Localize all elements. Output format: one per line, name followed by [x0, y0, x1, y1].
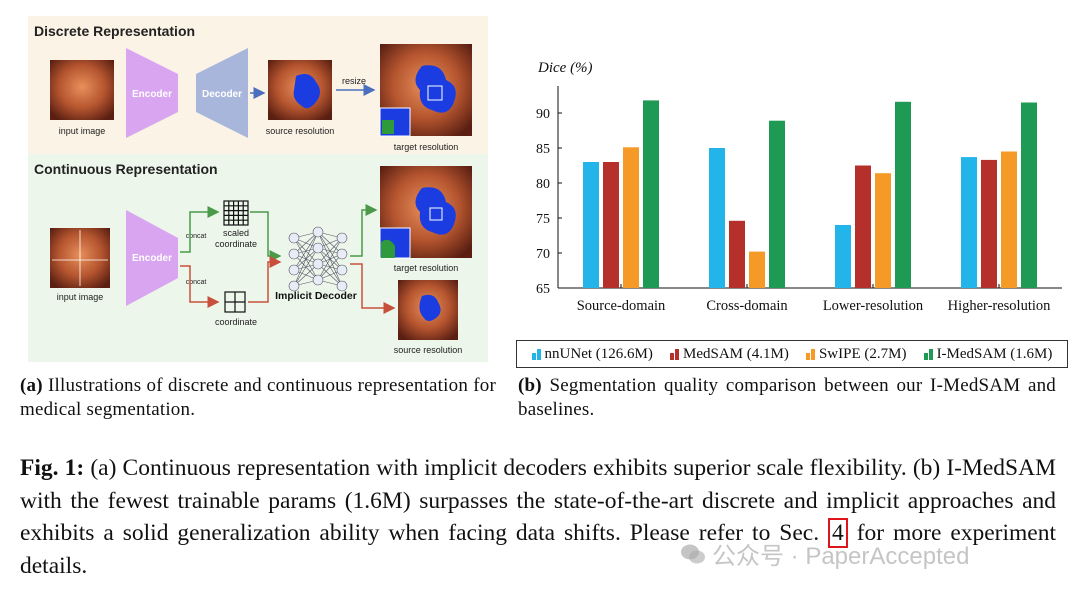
bar-i-medsam — [895, 101, 911, 288]
source-resolution-label-discrete: source resolution — [266, 126, 335, 136]
caption-a-text: Illustrations of discrete and continuous… — [20, 375, 496, 420]
decoder-label-discrete: Decoder — [202, 89, 242, 100]
concat-label-lower: concat — [186, 279, 207, 286]
figure-label: Fig. 1: — [20, 455, 85, 481]
target-mask-continuous — [415, 187, 456, 235]
legend-item: I-MedSAM (1.6M) — [923, 345, 1053, 363]
caption-b-text: Segmentation quality comparison between … — [518, 375, 1056, 420]
zoom-box-continuous — [429, 207, 443, 221]
source-mask-discrete — [293, 74, 320, 109]
y-tick-label: 80 — [536, 177, 550, 192]
bar-medsam — [603, 162, 619, 288]
bar-swipe — [749, 251, 765, 288]
scaled-coordinate-grid-icon — [223, 200, 249, 226]
wechat-icon — [681, 544, 705, 563]
encoder-label-continuous: Encoder — [132, 253, 172, 264]
legend-label: MedSAM (4.1M) — [682, 345, 789, 362]
target-resolution-label-continuous: target resolution — [394, 263, 459, 273]
bar-nnunet — [583, 162, 599, 288]
target-mask-discrete — [415, 65, 456, 113]
bar-nnunet — [961, 157, 977, 288]
x-tick-label: Lower-resolution — [823, 298, 924, 314]
scaled-coordinate-label: scaled coordinate — [215, 228, 257, 249]
bar-swipe — [1001, 151, 1017, 288]
chart-legend: nnUNet (126.6M) MedSAM (4.1M) SwIPE (2.7M)… — [516, 340, 1068, 368]
continuous-title: Continuous Representation — [34, 161, 218, 177]
implicit-decoder-network — [288, 226, 348, 292]
bar-nnunet — [835, 225, 851, 288]
watermark-text: 公众号 · PaperAccepted — [712, 543, 970, 570]
decoder-block-discrete — [196, 48, 248, 138]
watermark: 公众号 · PaperAccepted — [680, 536, 969, 571]
y-axis-label: Dice (%) — [537, 60, 593, 76]
caption-b-label: (b) — [518, 375, 542, 396]
input-image-label-continuous: input image — [57, 292, 104, 302]
caption-a: (a) Illustrations of discrete and contin… — [20, 374, 496, 422]
bar-swipe — [623, 147, 639, 288]
source-mask-continuous — [419, 294, 441, 321]
x-tick-label: Cross-domain — [706, 298, 788, 314]
bar-medsam — [855, 165, 871, 288]
zoom-inset-detail-continuous — [381, 239, 395, 258]
caption-b: (b) Segmentation quality comparison betw… — [518, 374, 1056, 422]
bar-swipe — [875, 173, 891, 288]
legend-swatch — [669, 348, 679, 360]
legend-item: nnUNet (126.6M) — [531, 345, 653, 363]
encoder-label-discrete: Encoder — [132, 89, 172, 100]
discrete-continuous-illustration: Discrete Representation input image Enco… — [28, 16, 488, 362]
discrete-title: Discrete Representation — [34, 23, 195, 39]
zoom-inset-detail-discrete — [382, 120, 394, 134]
bar-i-medsam — [643, 100, 659, 289]
caption-a-label: (a) — [20, 375, 43, 396]
y-tick-label: 65 — [536, 282, 550, 297]
bar-medsam — [981, 159, 997, 288]
bar-medsam — [729, 220, 745, 288]
concat-label-upper: concat — [186, 233, 207, 240]
arrow-decoder-to-source — [350, 263, 396, 314]
legend-swatch — [531, 348, 541, 360]
dice-bar-chart: Dice (%) 65 70 75 80 85 90 Source-domain Cross-d… — [536, 60, 1062, 314]
y-tick-label: 75 — [536, 212, 550, 227]
implicit-decoder-label: Implicit Decoder — [275, 290, 357, 302]
arrow-to-scaled-coordinate — [180, 206, 220, 253]
arrow-coord-to-decoder — [248, 256, 282, 303]
legend-label: I-MedSAM (1.6M) — [936, 345, 1053, 362]
legend-item: SwIPE (2.7M) — [805, 345, 907, 363]
figure-caption: Fig. 1: (a) Continuous representation wi… — [20, 452, 1056, 582]
legend-label: nnUNet (126.6M) — [544, 345, 653, 362]
x-tick-label: Higher-resolution — [948, 298, 1052, 314]
legend-swatch — [805, 348, 815, 360]
encoder-block-continuous — [126, 210, 178, 306]
bar-i-medsam — [1021, 102, 1037, 288]
x-tick-label: Source-domain — [577, 298, 666, 314]
figure-text: (a) Continuous representation with impli… — [20, 455, 1056, 546]
coordinate-grid-icon — [224, 291, 246, 313]
legend-item: MedSAM (4.1M) — [669, 345, 789, 363]
encoder-block-discrete — [126, 48, 178, 138]
y-tick-label: 70 — [536, 247, 550, 262]
coordinate-label: coordinate — [215, 317, 257, 327]
target-resolution-label-discrete: target resolution — [394, 142, 459, 152]
legend-swatch — [923, 348, 933, 360]
section-reference-link[interactable]: 4 — [828, 518, 848, 548]
y-tick-label: 90 — [536, 107, 550, 122]
figure-text-end: for more experiment details. — [20, 520, 1057, 579]
legend-label: SwIPE (2.7M) — [818, 345, 907, 362]
source-resolution-label-continuous: source resolution — [394, 345, 463, 355]
resize-label: resize — [342, 76, 366, 86]
input-image-label: input image — [59, 126, 106, 136]
input-image-discrete — [50, 60, 114, 120]
zoom-box-discrete — [427, 85, 443, 101]
y-tick-label: 85 — [536, 142, 550, 157]
bar-nnunet — [709, 148, 725, 288]
arrow-decoder-to-target — [350, 204, 378, 257]
bar-i-medsam — [769, 120, 785, 288]
arrow-to-coordinate — [180, 265, 220, 308]
